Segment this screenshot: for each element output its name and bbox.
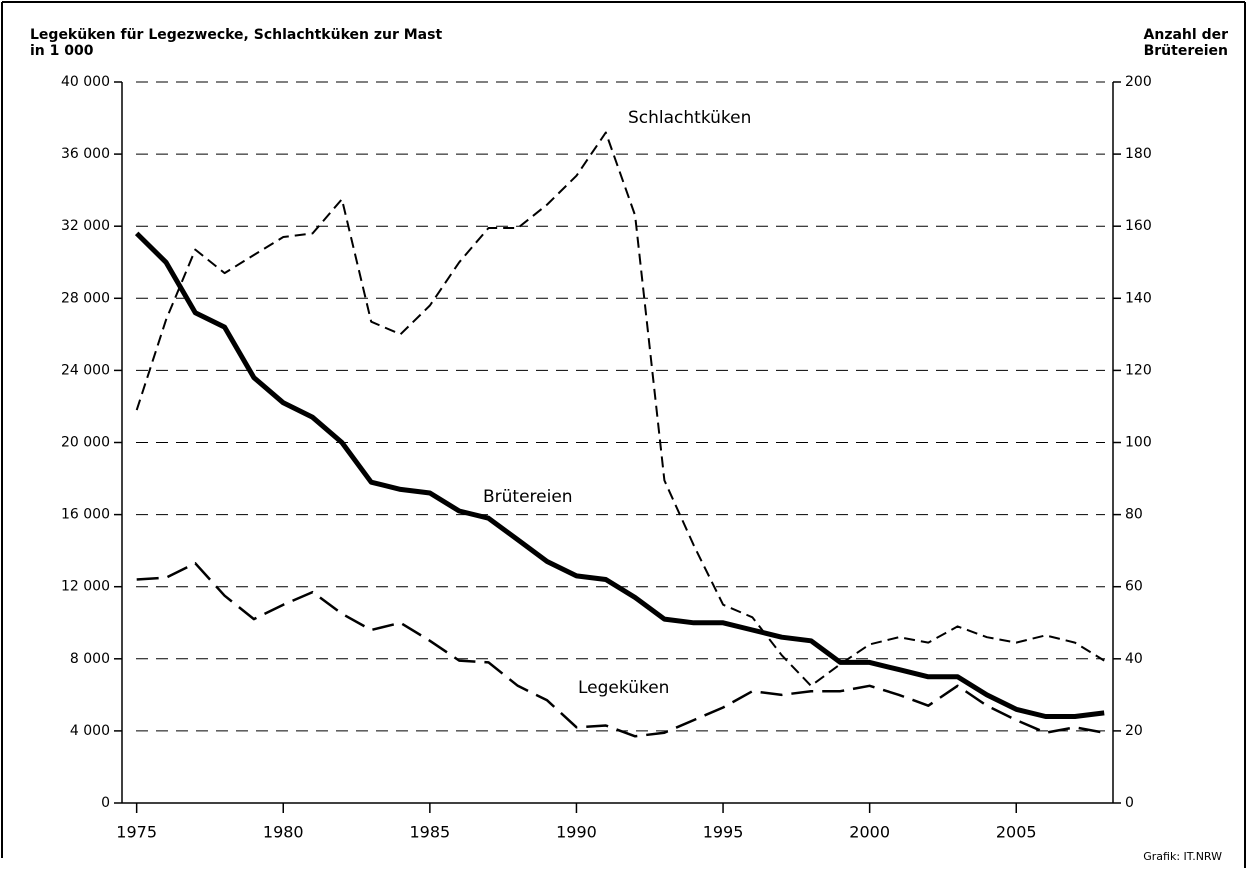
y-tick-label: 24 000 <box>61 362 110 378</box>
y2-tick-label: 100 <box>1125 435 1152 451</box>
x-tick-label: 2005 <box>996 823 1037 842</box>
y2-tick-label: 20 <box>1125 723 1143 739</box>
x-tick-label: 1985 <box>409 823 450 842</box>
y-tick-label: 40 000 <box>61 74 110 90</box>
y-tick-label: 12 000 <box>61 579 110 595</box>
x-tick-label: 1980 <box>263 823 304 842</box>
y2-tick-label: 80 <box>1125 507 1143 523</box>
series-line <box>136 562 1105 738</box>
y-axis-title: Legeküken für Legezwecke, Schlachtküken … <box>30 27 442 43</box>
x-tick-label: 2000 <box>849 823 890 842</box>
y2-axis-title: Brütereien <box>1144 43 1228 59</box>
y2-tick-label: 120 <box>1125 362 1152 378</box>
y2-tick-label: 140 <box>1125 290 1152 306</box>
y-tick-label: 32 000 <box>61 218 110 234</box>
series-label: Brütereien <box>483 487 573 507</box>
y-tick-label: 20 000 <box>61 435 110 451</box>
y-tick-label: 4 000 <box>70 723 110 739</box>
series-line <box>135 131 1105 687</box>
series-label: Schlachtküken <box>628 108 751 128</box>
series-line <box>134 231 1105 719</box>
y2-axis-title: Anzahl der <box>1144 27 1229 43</box>
y2-tick-label: 180 <box>1125 146 1152 162</box>
y-tick-label: 16 000 <box>61 507 110 523</box>
y2-tick-label: 160 <box>1125 218 1152 234</box>
y2-tick-label: 40 <box>1125 651 1143 667</box>
x-tick-label: 1995 <box>703 823 744 842</box>
source: Grafik: IT.NRW <box>1143 850 1222 863</box>
y-tick-label: 36 000 <box>61 146 110 162</box>
series-label: Legeküken <box>578 678 669 698</box>
y-tick-label: 28 000 <box>61 290 110 306</box>
y2-tick-label: 200 <box>1125 74 1152 90</box>
y2-tick-label: 60 <box>1125 579 1143 595</box>
y-tick-label: 0 <box>101 795 110 811</box>
x-tick-label: 1975 <box>116 823 157 842</box>
y-axis-unit: in 1 000 <box>30 43 94 59</box>
y2-tick-label: 0 <box>1125 795 1134 811</box>
y-tick-label: 8 000 <box>70 651 110 667</box>
x-tick-label: 1990 <box>556 823 597 842</box>
